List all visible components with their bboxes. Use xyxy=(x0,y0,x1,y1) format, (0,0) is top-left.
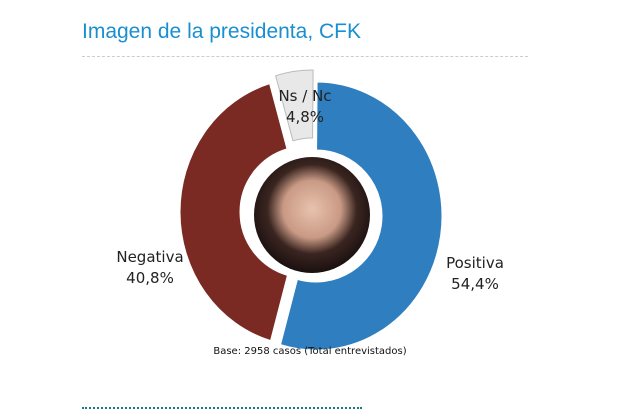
slice-value: 54,4% xyxy=(451,275,499,293)
page-title: Imagen de la presidenta, CFK xyxy=(82,20,361,43)
slice-negativa xyxy=(179,83,289,342)
slice-positiva xyxy=(279,81,443,351)
slice-label: Positiva xyxy=(446,254,504,272)
slice-value: 40,8% xyxy=(126,269,174,287)
label-positiva: Positiva 54,4% xyxy=(425,253,525,295)
slice-value: 4,8% xyxy=(285,108,325,126)
title-divider xyxy=(82,56,528,57)
slice-label: Negativa xyxy=(116,248,184,266)
label-negativa: Negativa 40,8% xyxy=(100,247,200,289)
slice-label: Ns / Nc xyxy=(278,87,332,105)
center-portrait xyxy=(254,157,370,273)
chart-footnote: Base: 2958 casos (Total entrevistados) xyxy=(213,346,407,357)
slice-ns-nc xyxy=(275,69,314,142)
next-section-heading-cutoff xyxy=(82,407,362,415)
label-nsnc: Ns / Nc 4,8% xyxy=(250,86,360,128)
